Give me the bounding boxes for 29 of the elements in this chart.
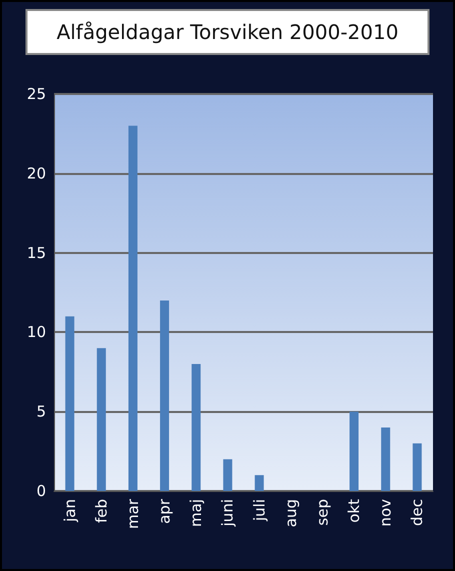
bar xyxy=(350,412,359,491)
bar xyxy=(192,364,201,491)
y-tick-label: 20 xyxy=(26,164,46,182)
x-tick-label: sep xyxy=(313,499,332,526)
bar xyxy=(254,475,264,491)
x-tick-label: aug xyxy=(282,499,300,528)
x-tick-label: jan xyxy=(60,499,79,523)
bar xyxy=(160,300,170,491)
y-tick-label: 5 xyxy=(36,402,46,421)
x-tick-label: juni xyxy=(218,499,237,528)
x-tick-label: apr xyxy=(156,498,174,524)
x-tick-label: feb xyxy=(92,499,110,524)
x-tick-label: nov xyxy=(376,498,395,527)
y-tick-label: 10 xyxy=(26,323,46,342)
bar xyxy=(223,459,232,491)
chart-title: Alfågeldagar Torsviken 2000-2010 xyxy=(56,20,398,44)
x-tick-label: okt xyxy=(345,498,364,523)
x-tick-label: dec xyxy=(408,499,426,526)
bar xyxy=(96,348,106,491)
bar xyxy=(128,126,138,491)
x-tick-label: juli xyxy=(250,499,268,522)
bar xyxy=(412,443,422,491)
bar xyxy=(381,427,390,491)
x-tick-label: maj xyxy=(187,499,206,527)
x-tick-label: mar xyxy=(124,498,142,529)
bar xyxy=(65,316,74,491)
y-tick-label: 0 xyxy=(36,482,46,500)
y-tick-label: 25 xyxy=(26,85,46,103)
y-tick-label: 15 xyxy=(26,244,46,262)
